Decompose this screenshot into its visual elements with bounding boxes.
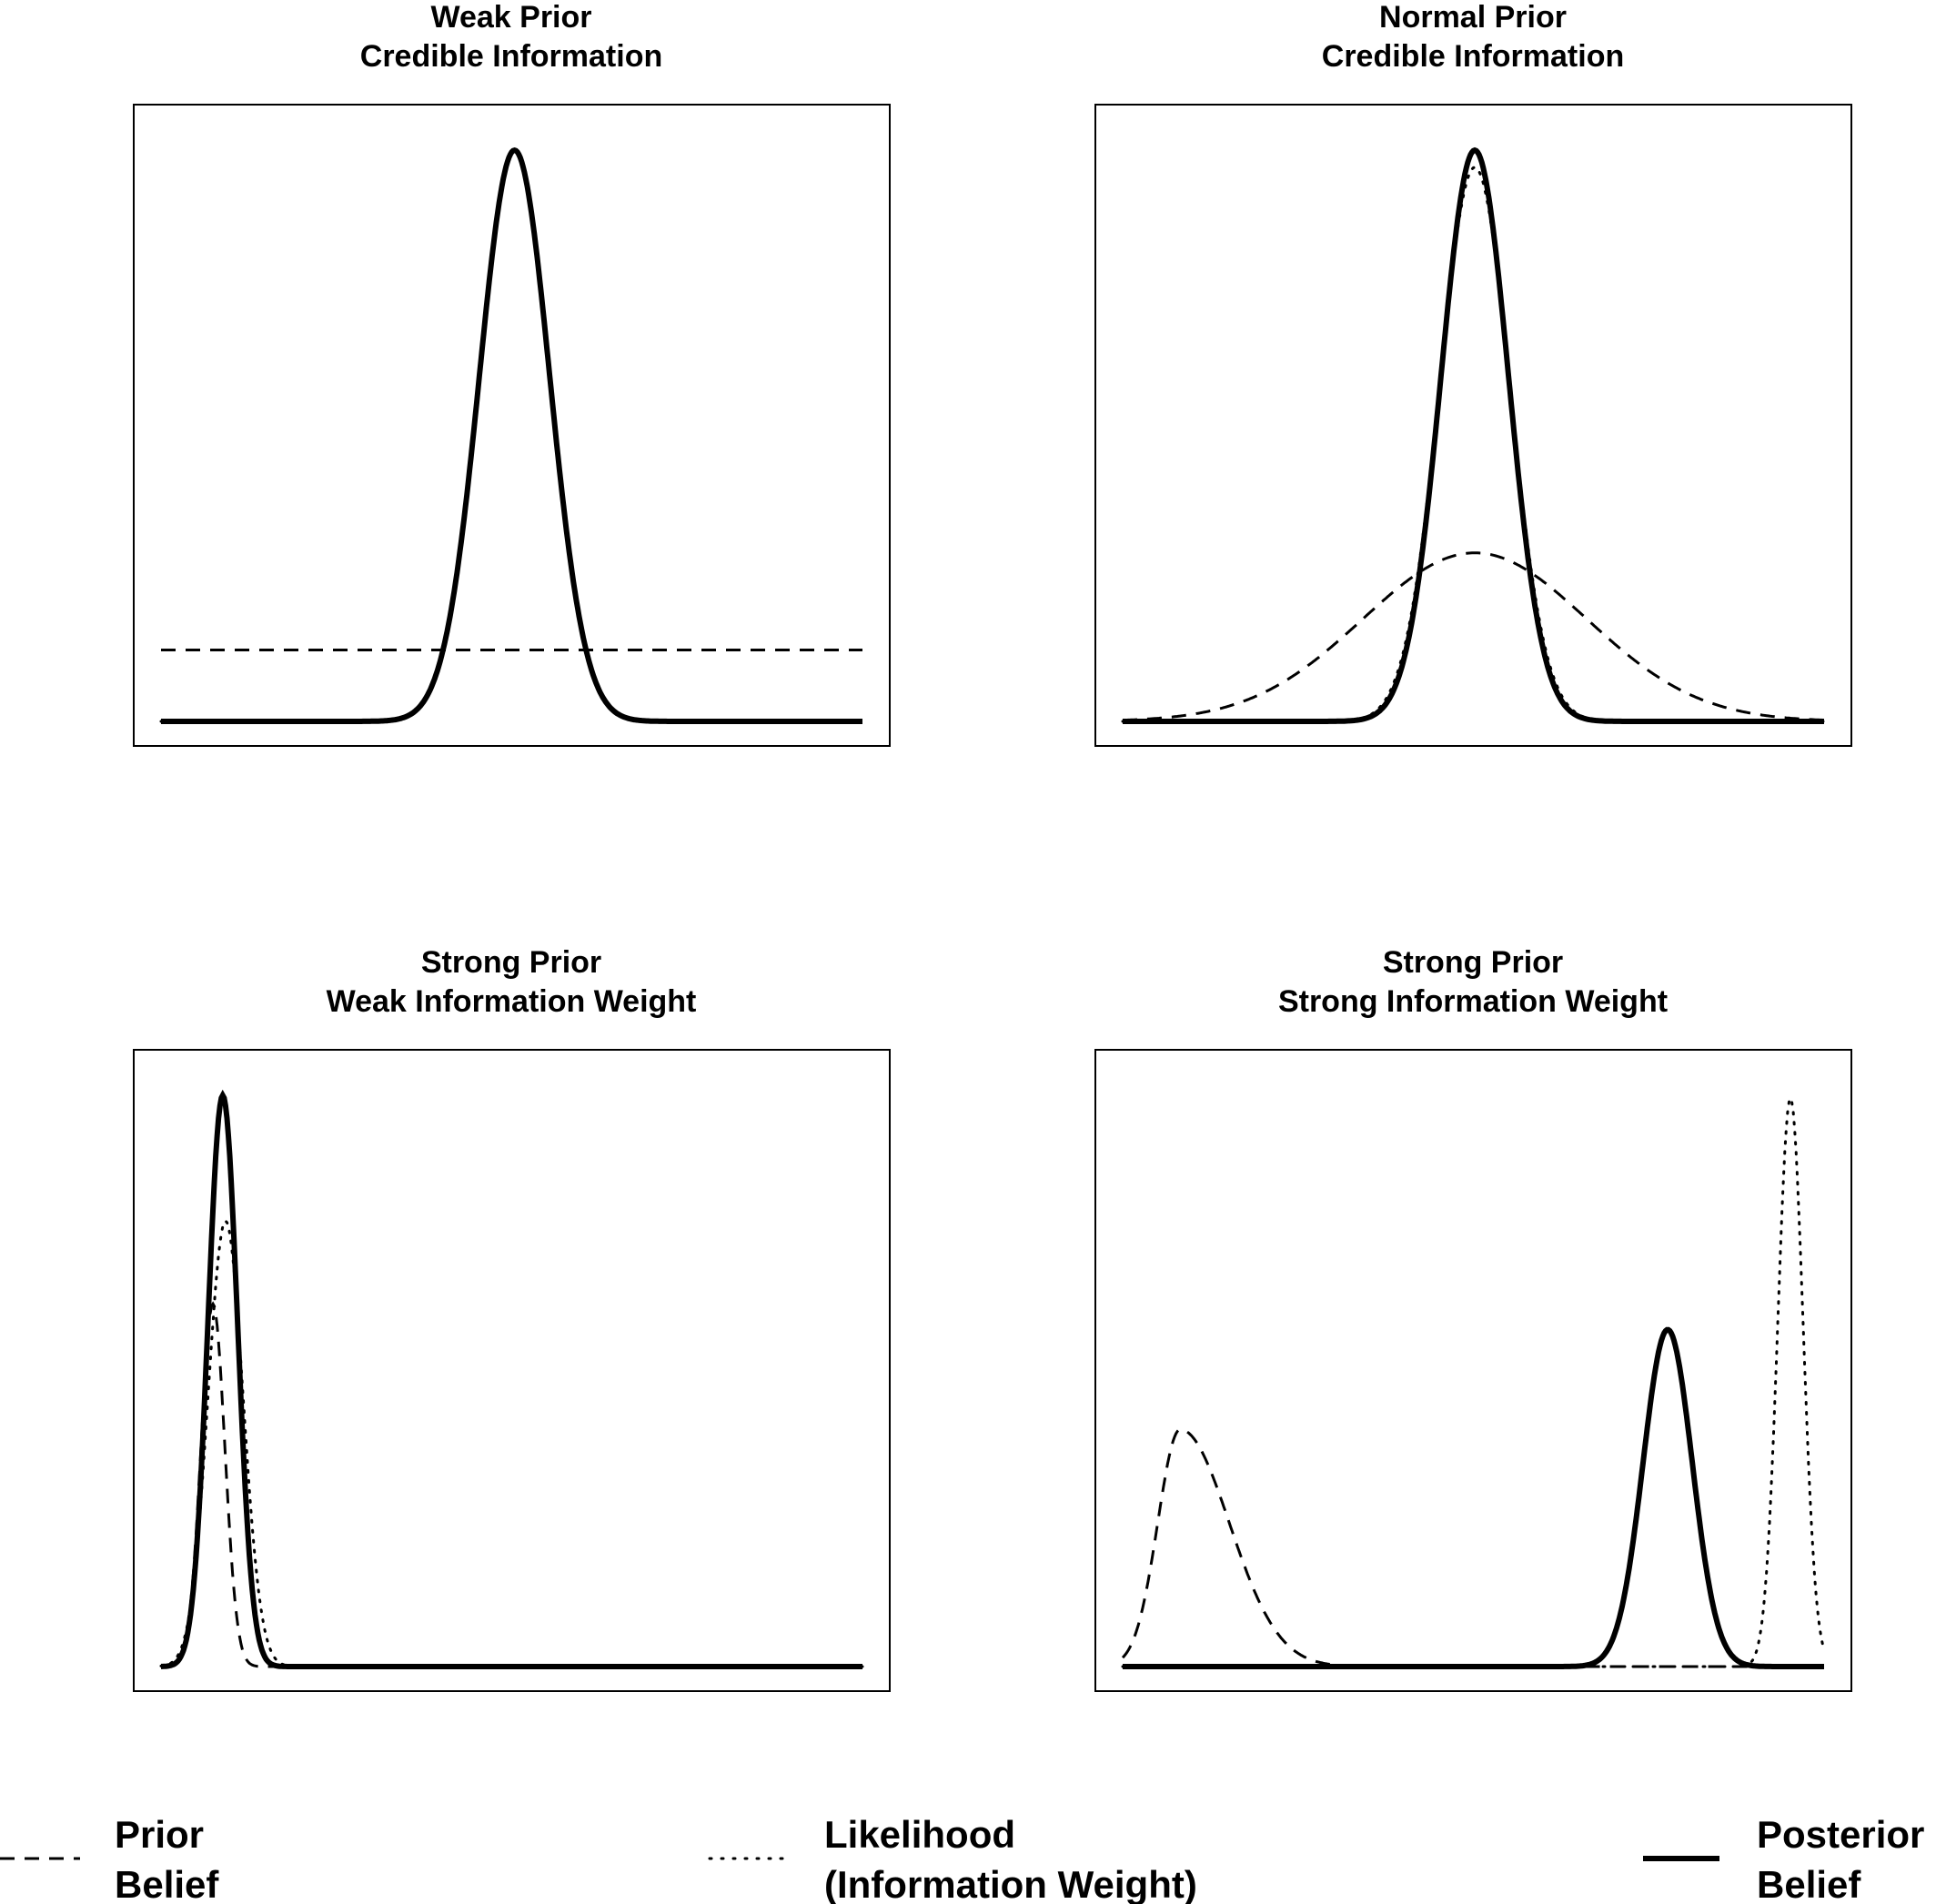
legend-label-line-1: Posterior — [1757, 1813, 1924, 1856]
likelihood-curve — [1121, 166, 1826, 723]
panel-weak-prior: Weak Prior Credible Information — [133, 0, 891, 747]
legend-entry-likelihood: Likelihood (Information Weight) — [708, 1813, 1197, 1904]
legend-label-line-1: Likelihood — [824, 1813, 1015, 1856]
legend: Prior Belief Likelihood (Information Wei… — [0, 1813, 1924, 1904]
panel-strong-prior-weak-information: Strong Prior Weak Information Weight — [133, 945, 891, 1692]
likelihood-curve — [159, 1219, 864, 1668]
prior-belief-curve — [160, 1301, 862, 1668]
likelihood-curve — [1121, 1094, 1826, 1668]
posterior-belief-curve — [161, 1089, 862, 1669]
plot-frame — [1094, 104, 1852, 747]
legend-label-line-2: (Information Weight) — [824, 1863, 1197, 1904]
plot-frame — [133, 1049, 891, 1692]
panel-strong-prior-strong-information: Strong Prior Strong Information Weight — [1094, 945, 1852, 1692]
panel-title-line-2: Weak Information Weight — [327, 984, 697, 1019]
likelihood-curve — [159, 148, 864, 723]
legend-entry-prior: Prior Belief — [0, 1813, 219, 1904]
posterior-belief-curve — [1123, 1326, 1824, 1669]
panel-title-line-1: Weak Prior — [430, 0, 591, 35]
legend-label-line-1: Prior — [115, 1813, 204, 1856]
panel-title-line-1: Strong Prior — [1383, 945, 1563, 980]
posterior-belief-curve — [1123, 146, 1824, 724]
legend-label-line-2: Belief — [115, 1863, 219, 1904]
panel-title-line-2: Credible Information — [1322, 39, 1624, 74]
prior-belief-curve — [1122, 551, 1824, 722]
panel-title-line-1: Normal Prior — [1379, 0, 1567, 35]
panel-normal-prior: Normal Prior Credible Information — [1094, 0, 1852, 747]
panel-title-line-2: Strong Information Weight — [1278, 984, 1668, 1019]
plot-frame — [1094, 1049, 1852, 1692]
panel-title-line-2: Credible Information — [360, 39, 662, 74]
legend-label-line-2: Belief — [1757, 1863, 1861, 1904]
panel-title-line-1: Strong Prior — [421, 945, 601, 980]
legend-entry-posterior: Posterior Belief — [1643, 1813, 1924, 1904]
plot-frame — [133, 104, 891, 747]
posterior-belief-curve — [161, 146, 862, 724]
